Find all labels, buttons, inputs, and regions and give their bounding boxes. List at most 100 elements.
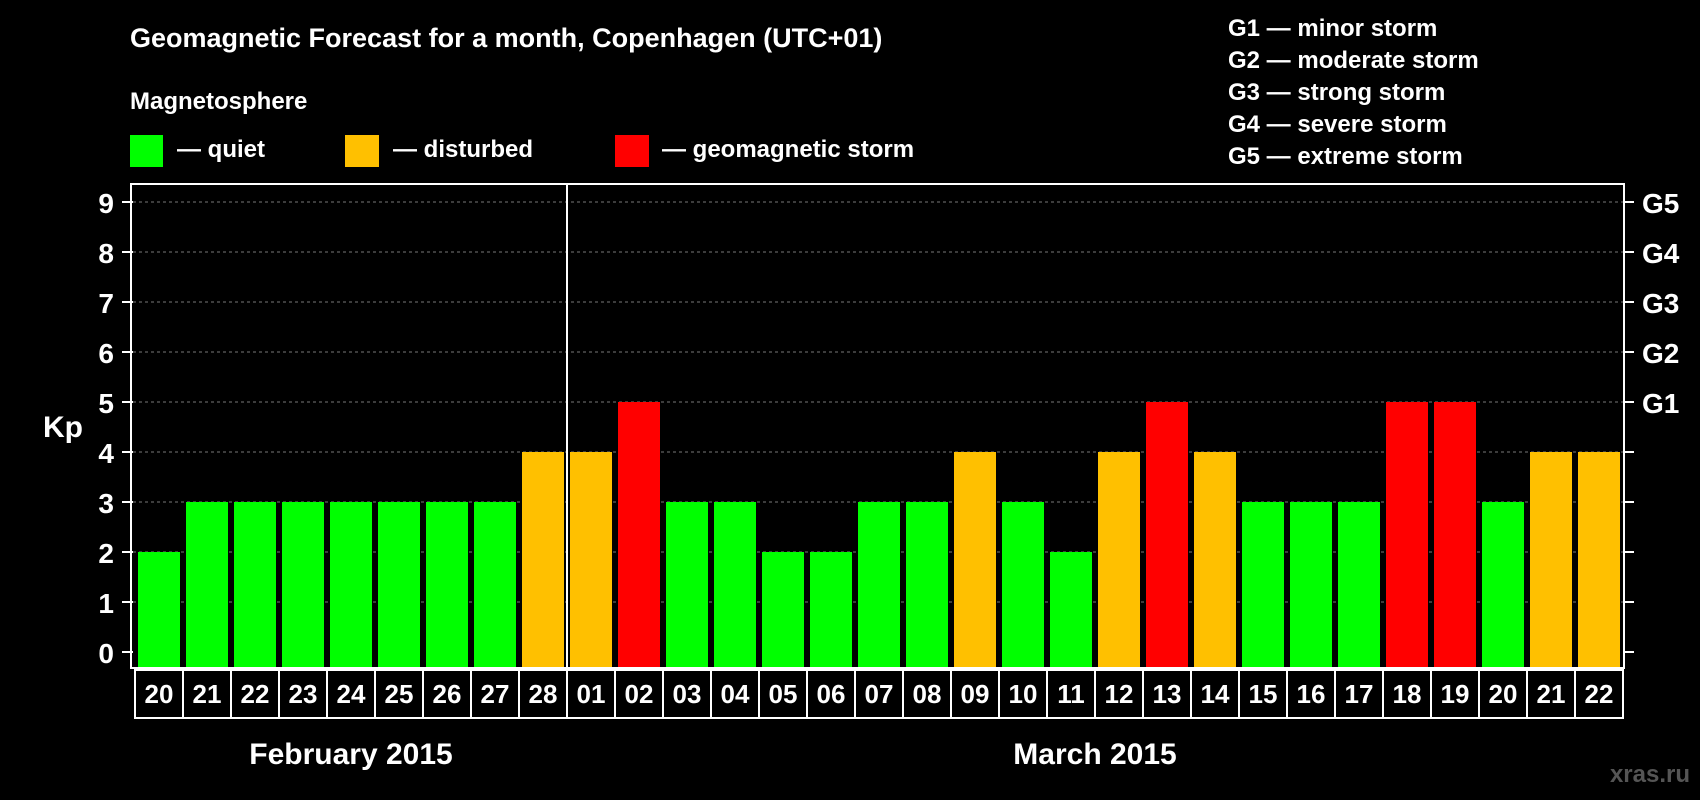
bar: [906, 502, 948, 667]
plot-frame: [130, 183, 1625, 669]
right-axis-label: G2: [1642, 338, 1679, 369]
x-tick-label: 25: [385, 679, 414, 709]
bar: [1434, 402, 1476, 667]
storm-scale-g4: G4 — severe storm: [1228, 111, 1447, 138]
x-tick-label: 05: [769, 679, 798, 709]
bar: [1146, 402, 1188, 667]
x-tick-label: 04: [721, 679, 750, 709]
y-axis: 0 1 2 3 4 5 6 7 8 9: [98, 188, 133, 669]
legend: — quiet — disturbed — geomagnetic storm: [130, 135, 914, 167]
bars: [138, 402, 1620, 667]
y-tick-label: 7: [98, 288, 114, 319]
x-tick-label: 22: [241, 679, 270, 709]
x-tick-label: 03: [673, 679, 702, 709]
legend-label-quiet: — quiet: [177, 136, 265, 163]
legend-label-storm: — geomagnetic storm: [662, 136, 914, 163]
x-tick-label: 20: [145, 679, 174, 709]
y-tick-label: 6: [98, 338, 114, 369]
y-axis-label: Kp: [43, 411, 83, 444]
x-tick-label: 06: [817, 679, 846, 709]
x-tick-label: 16: [1297, 679, 1326, 709]
bar: [330, 502, 372, 667]
watermark: xras.ru: [1610, 761, 1690, 788]
bar: [1530, 452, 1572, 667]
x-tick-label: 01: [577, 679, 606, 709]
x-tick-label: 11: [1057, 679, 1085, 709]
x-axis: 20 21 22 23 24 25 26 27 28 01 02 03 04 05 06 07 08 09 10 11…: [134, 669, 1624, 719]
bar: [138, 552, 180, 667]
bar: [1482, 502, 1524, 667]
bar: [1578, 452, 1620, 667]
x-tick-label: 19: [1441, 679, 1470, 709]
bar: [1386, 402, 1428, 667]
legend-swatch-storm: [615, 135, 649, 167]
month-label: March 2015: [1013, 738, 1176, 771]
y-tick-label: 8: [98, 238, 114, 269]
x-tick-label: 10: [1009, 679, 1038, 709]
bar: [570, 452, 612, 667]
y-tick-label: 1: [98, 588, 114, 619]
bar: [1194, 452, 1236, 667]
x-tick-label: 14: [1201, 679, 1230, 709]
bar: [762, 552, 804, 667]
bar: [858, 502, 900, 667]
bar: [1098, 452, 1140, 667]
y-tick-label: 4: [98, 438, 114, 469]
x-tick-label: 24: [337, 679, 366, 709]
right-axis-label: G3: [1642, 288, 1679, 319]
month-label: February 2015: [249, 738, 452, 771]
storm-scale-g2: G2 — moderate storm: [1228, 47, 1479, 74]
y-tick-label: 3: [98, 488, 114, 519]
right-axis-label: G4: [1642, 238, 1680, 269]
bar: [1338, 502, 1380, 667]
x-tick-label: 07: [865, 679, 894, 709]
x-tick-label: 09: [961, 679, 990, 709]
x-axis-date-box: [134, 669, 1624, 719]
y-tick-label: 0: [98, 638, 114, 669]
x-tick-label: 21: [193, 679, 222, 709]
bar: [282, 502, 324, 667]
x-tick-label: 15: [1249, 679, 1278, 709]
x-tick-label: 13: [1153, 679, 1182, 709]
bar: [1050, 552, 1092, 667]
bar: [378, 502, 420, 667]
right-axis: G1 G2 G3 G4 G5: [1623, 188, 1680, 653]
chart-subtitle: Magnetosphere: [130, 88, 307, 115]
bar: [618, 402, 660, 667]
legend-swatch-quiet: [130, 135, 163, 167]
x-tick-label: 28: [529, 679, 558, 709]
y-tick-label: 2: [98, 538, 114, 569]
storm-scale-list: G1 — minor storm G2 — moderate storm G3 …: [1228, 15, 1479, 170]
bar: [1242, 502, 1284, 667]
storm-scale-g5: G5 — extreme storm: [1228, 143, 1463, 170]
y-tick-label: 9: [98, 188, 114, 219]
bar: [1002, 502, 1044, 667]
bar: [234, 502, 276, 667]
legend-label-disturbed: — disturbed: [393, 136, 533, 163]
bar: [186, 502, 228, 667]
bar: [810, 552, 852, 667]
bar: [1290, 502, 1332, 667]
storm-scale-g1: G1 — minor storm: [1228, 15, 1437, 42]
storm-scale-g3: G3 — strong storm: [1228, 79, 1445, 106]
bar: [666, 502, 708, 667]
x-tick-label: 18: [1393, 679, 1422, 709]
x-tick-label: 02: [625, 679, 654, 709]
bar: [474, 502, 516, 667]
x-tick-label: 23: [289, 679, 318, 709]
bar: [426, 502, 468, 667]
bar: [522, 452, 564, 667]
legend-swatch-disturbed: [345, 135, 379, 167]
x-tick-label: 27: [481, 679, 510, 709]
x-tick-label: 20: [1489, 679, 1518, 709]
month-labels: February 2015 March 2015: [249, 738, 1176, 771]
x-tick-label: 22: [1585, 679, 1614, 709]
x-tick-label: 08: [913, 679, 942, 709]
bar: [954, 452, 996, 667]
x-tick-label: 21: [1537, 679, 1566, 709]
x-tick-label: 17: [1345, 679, 1374, 709]
x-tick-label: 26: [433, 679, 462, 709]
right-axis-label: G1: [1642, 388, 1679, 419]
x-tick-label: 12: [1105, 679, 1134, 709]
